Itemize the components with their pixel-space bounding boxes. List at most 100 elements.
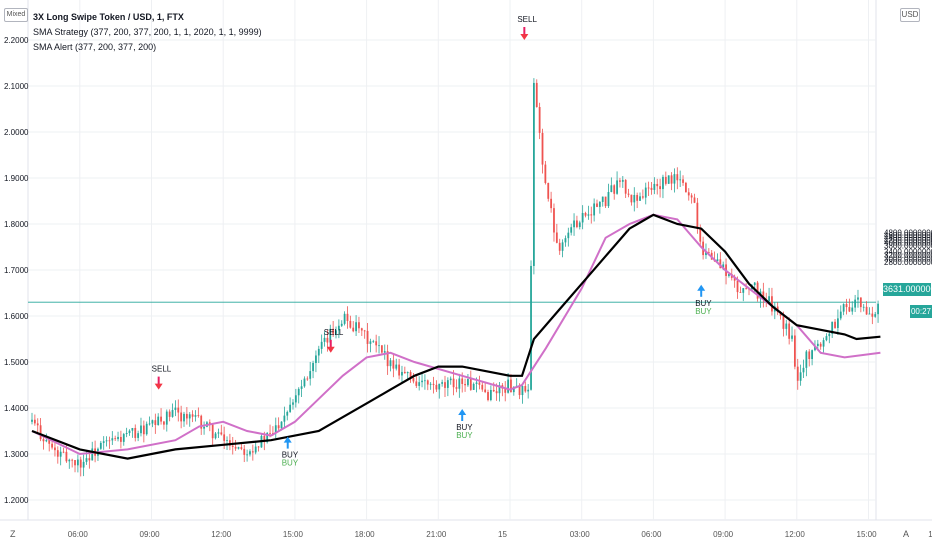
candle-body — [409, 372, 412, 379]
candle-body — [659, 186, 661, 190]
candle-body — [91, 448, 94, 461]
candle-body — [825, 336, 828, 341]
candle-body — [228, 440, 231, 446]
candle-body — [613, 185, 616, 194]
candle-body — [223, 434, 226, 441]
candle-body — [329, 328, 332, 343]
candle-body — [122, 434, 125, 442]
candle-body — [650, 187, 653, 190]
candle-body — [596, 203, 598, 207]
candle-body — [576, 220, 578, 228]
candle-body — [360, 328, 363, 331]
right-axis-tick-label: 4600.00000000 — [884, 231, 932, 240]
candle-body — [679, 179, 682, 181]
candle-body — [785, 323, 788, 329]
candle-body — [808, 351, 811, 360]
candle-body — [346, 313, 349, 321]
candle-body — [676, 174, 679, 181]
candle-body — [191, 414, 194, 417]
candle-body — [312, 362, 314, 372]
candle-body — [117, 436, 119, 440]
candle-body — [664, 176, 667, 184]
candle-body — [742, 288, 745, 293]
candle-body — [203, 426, 205, 429]
candle-body — [82, 461, 85, 468]
candle-body — [771, 296, 773, 312]
candle-body — [289, 404, 292, 412]
candle-body — [151, 420, 154, 424]
candle-body — [587, 214, 590, 216]
candle-body — [822, 340, 825, 347]
candle-body — [432, 383, 435, 385]
legend-alert[interactable]: SMA Alert (377, 200, 377, 200) — [33, 42, 157, 52]
candle-body — [535, 82, 538, 108]
candle-body — [619, 180, 621, 182]
candle-body — [739, 292, 742, 293]
candle-body — [865, 306, 868, 315]
candle-body — [458, 378, 461, 389]
left-axis-tick-label: 1.7000 — [4, 266, 29, 275]
candle-body — [877, 303, 879, 315]
time-axis-tick-label: 15:00 — [283, 530, 304, 539]
candle-body — [403, 371, 406, 374]
legend-symbol-title[interactable]: 3X Long Swipe Token / USD, 1, FTX — [33, 12, 184, 22]
candle-body — [475, 382, 478, 384]
candle-body — [231, 445, 234, 447]
candle-body — [762, 291, 765, 300]
candle-body — [160, 416, 162, 422]
candle-body — [183, 413, 185, 422]
right-axis-tick-label: 3200.00000000 — [884, 251, 932, 260]
candle-body — [375, 341, 378, 346]
candle-body — [472, 383, 475, 390]
currency-badge[interactable]: USD — [900, 8, 920, 22]
candle-body — [768, 296, 770, 302]
candle-body — [254, 446, 257, 453]
time-axis-tick-label: 09:00 — [140, 530, 161, 539]
candle-body — [590, 214, 593, 216]
candle-body — [736, 280, 739, 293]
candle-body — [74, 460, 76, 466]
buy-signal-sublabel: BUY — [695, 307, 712, 316]
candle-body — [641, 196, 644, 198]
candle-body — [851, 307, 854, 312]
candle-body — [547, 182, 550, 199]
candle-body — [862, 306, 865, 308]
candle-body — [102, 441, 105, 443]
candle-body — [868, 313, 871, 315]
candle-body — [386, 351, 389, 367]
buy-signal-sublabel: BUY — [456, 431, 473, 440]
left-axis-tick-label: 1.4000 — [4, 404, 29, 413]
candle-body — [682, 179, 684, 183]
time-axis-tick-label: 18:00 — [928, 530, 932, 539]
buy-arrow-icon — [697, 284, 706, 291]
time-axis-tick-label: 12:00 — [211, 530, 232, 539]
candle-body — [54, 447, 56, 451]
time-axis-tick-label: 15 — [498, 530, 507, 539]
candle-body — [105, 440, 108, 442]
scale-mode-badge[interactable]: Mixed — [4, 8, 28, 22]
candle-body — [406, 372, 409, 374]
candle-body — [555, 232, 558, 243]
legend-strategy[interactable]: SMA Strategy (377, 200, 377, 200, 1, 1, … — [33, 27, 262, 37]
candle-body — [630, 194, 633, 203]
candle-body — [518, 385, 521, 396]
candle-body — [558, 242, 561, 251]
candle-body — [251, 451, 254, 453]
candle-body — [837, 318, 839, 328]
buy-signal-label: BUY — [282, 451, 299, 460]
candle-body — [441, 382, 444, 384]
sma-short-line — [31, 213, 881, 456]
buy-arrow-icon — [458, 409, 467, 415]
auto-scale-button[interactable]: A — [903, 529, 910, 539]
candle-body — [624, 179, 627, 194]
candle-body — [728, 274, 730, 276]
candle-body — [79, 459, 82, 468]
time-axis-tick-label: 09:00 — [713, 530, 734, 539]
candle-body — [71, 459, 74, 461]
candle-body — [309, 371, 312, 379]
timezone-button[interactable]: Z — [10, 529, 16, 539]
candle-body — [469, 379, 472, 390]
candle-body — [644, 187, 647, 198]
candle-body — [550, 198, 553, 209]
